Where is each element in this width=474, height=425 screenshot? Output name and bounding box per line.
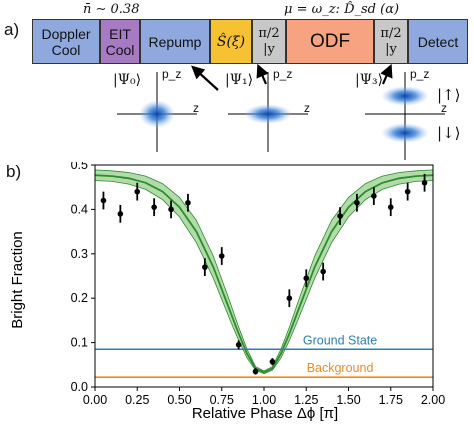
state-label-psi0: |Ψ₀⟩ xyxy=(113,72,142,88)
data-point xyxy=(100,197,107,204)
data-point xyxy=(269,358,276,365)
y-tick-label: 0.1 xyxy=(71,336,88,350)
theory-band xyxy=(94,169,434,375)
data-point xyxy=(151,204,157,210)
panel-a-label: a) xyxy=(4,20,20,39)
x-axis-label: Relative Phase Δϕ [π] xyxy=(192,405,338,422)
y-axis-label: Bright Fraction xyxy=(9,231,26,329)
wavepacket-psi3-down xyxy=(381,123,429,143)
data-point xyxy=(303,275,310,282)
phase-space-psi3 xyxy=(365,72,445,160)
data-point xyxy=(286,295,293,301)
spin-down-label: |↓⟩ xyxy=(437,124,461,142)
data-point xyxy=(337,213,343,219)
spin-up-label: |↑⟩ xyxy=(437,86,461,104)
panel-b-label: b) xyxy=(6,162,22,181)
axis-label-z-3: z xyxy=(441,101,447,115)
block-doppler-cool: Doppler Cool xyxy=(32,19,100,64)
block-pi2-pulse-1: π/2 |y xyxy=(252,19,286,64)
arrow-psi2 xyxy=(256,63,269,85)
hline-label-ground-state: Ground State xyxy=(303,333,377,347)
data-point xyxy=(185,199,191,206)
phonon-number-label: n̄ ∼ 0.38 xyxy=(83,2,140,17)
x-tick-label: 1.50 xyxy=(336,393,360,407)
x-tick-label: 0.50 xyxy=(167,393,191,407)
axis-label-z-0: z xyxy=(193,101,199,115)
y-tick-label: 0.3 xyxy=(71,247,88,261)
data-point xyxy=(371,193,377,199)
data-point xyxy=(421,179,428,186)
data-point xyxy=(252,368,259,375)
y-tick-label: 0.4 xyxy=(71,202,88,216)
data-point xyxy=(168,206,174,213)
arrow-psi3 xyxy=(380,63,393,85)
x-tick-label: 0.00 xyxy=(83,393,107,407)
data-point xyxy=(202,264,208,270)
odf-parameter-label: μ = ω_z: D̂_sd (α) xyxy=(284,2,400,17)
wavepacket-psi0 xyxy=(139,100,175,128)
phase-space-psi1 xyxy=(228,72,308,152)
hline-label-background: Background xyxy=(307,361,374,375)
block-detect: Detect xyxy=(408,19,468,64)
data-point xyxy=(354,199,360,206)
block-squeeze: Ŝ(ξ) xyxy=(210,19,252,64)
arrow-psi1 xyxy=(191,65,219,91)
data-point xyxy=(320,268,326,275)
wavepacket-psi1 xyxy=(244,104,292,124)
x-tick-label: 1.00 xyxy=(252,393,276,407)
x-tick-label: 1.25 xyxy=(294,393,318,407)
pulse-sequence: Doppler Cool EIT Cool Repump Ŝ(ξ) π/2 |y… xyxy=(32,19,469,66)
block-pi2-pulse-2: π/2 |y xyxy=(374,19,408,64)
x-tick-label: 0.75 xyxy=(210,393,234,407)
x-tick-label: 1.75 xyxy=(379,393,403,407)
axis-label-z-1: z xyxy=(304,101,310,115)
block-odf: ODF xyxy=(286,19,374,64)
phase-space-psi0 xyxy=(117,72,197,152)
plot-frame xyxy=(94,164,434,388)
axis-label-pz-0: p_z xyxy=(162,67,182,81)
axis-label-pz-1: p_z xyxy=(273,67,293,81)
wavepacket-psi3-up xyxy=(381,86,429,106)
axis-label-pz-3: p_z xyxy=(410,67,430,81)
data-point xyxy=(117,211,124,217)
theory-line xyxy=(94,174,434,374)
data-point xyxy=(235,342,242,348)
y-tick-label: 0.5 xyxy=(71,162,88,172)
data-point xyxy=(134,188,141,195)
data-point xyxy=(404,188,411,195)
bright-fraction-chart: Ground State Background 0.00 0.25 0.50 0.75 1.… xyxy=(9,162,445,422)
data-point xyxy=(387,204,394,210)
block-eit-cool: EIT Cool xyxy=(100,19,140,64)
state-label-psi3: |Ψ₃⟩ xyxy=(355,72,384,88)
block-repump: Repump xyxy=(140,19,210,64)
data-point xyxy=(218,253,225,259)
x-tick-label: 0.25 xyxy=(125,393,149,407)
state-label-psi1: |Ψ₁⟩ xyxy=(225,72,254,88)
x-tick-label: 2.00 xyxy=(421,393,445,407)
y-tick-label: 0.2 xyxy=(71,291,88,305)
y-tick-label: 0.0 xyxy=(71,380,88,394)
phase-space-diagrams xyxy=(117,63,445,160)
